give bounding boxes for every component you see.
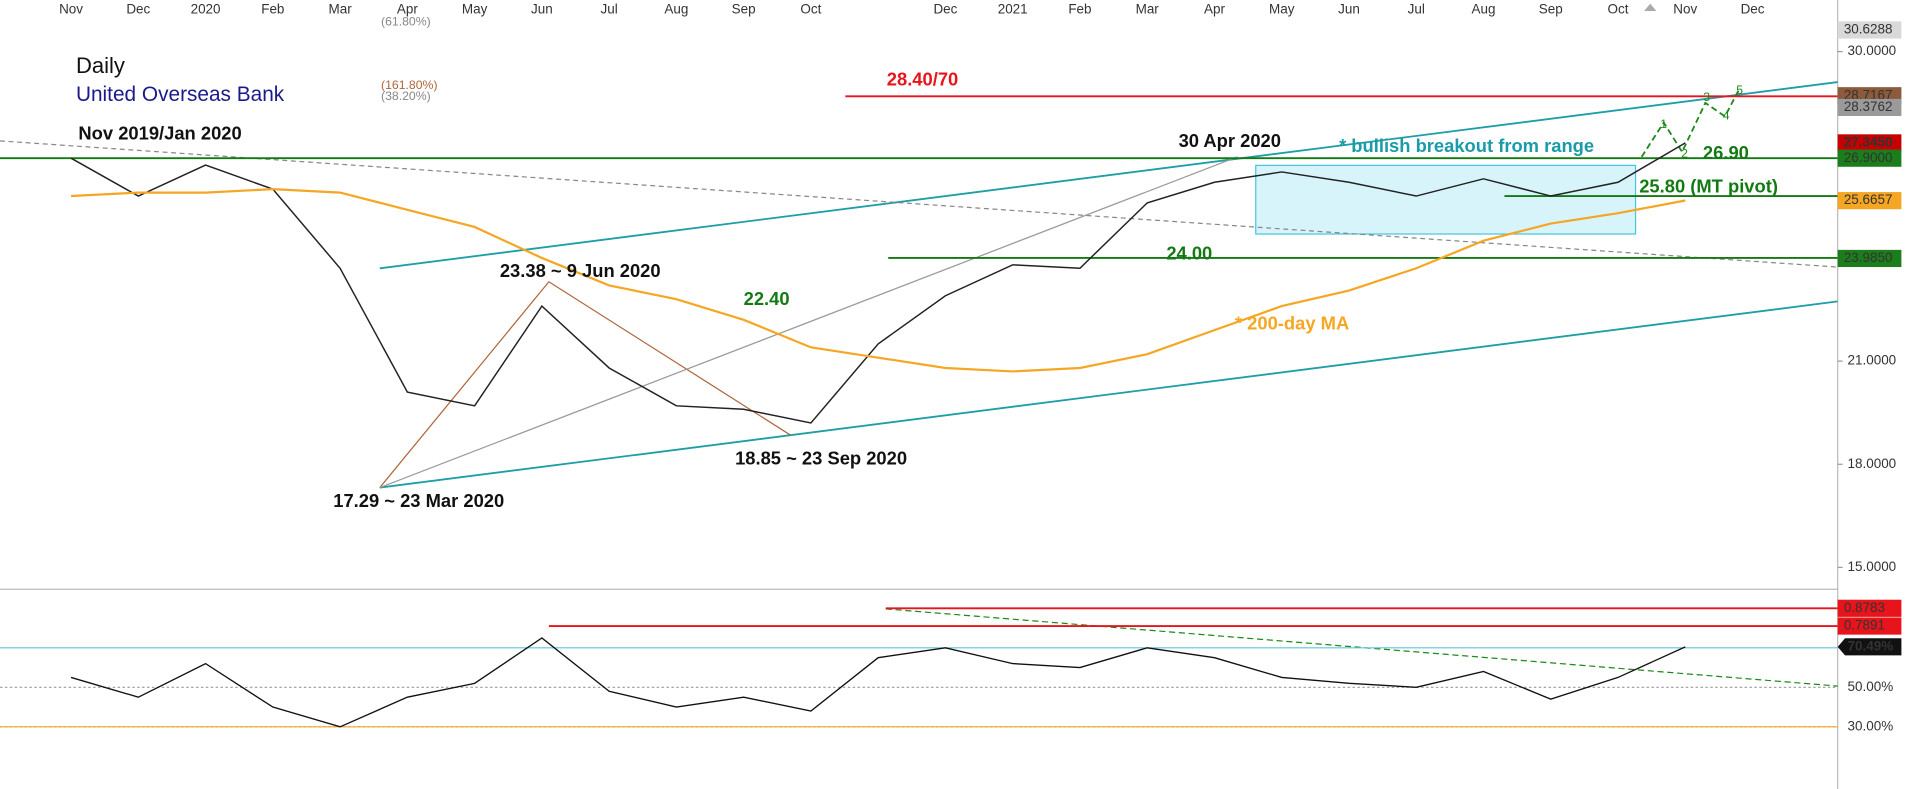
x-tick-label: Dec [1741, 1, 1765, 16]
x-tick-label: Aug [1472, 1, 1496, 16]
rsi-last-label: 70.49% [1847, 638, 1893, 653]
chart-subtitle: United Overseas Bank [76, 83, 285, 106]
wave-label: 2 [1681, 147, 1688, 161]
annotation: 30 Apr 2020 [1179, 130, 1281, 151]
wave-label: 5 [1736, 83, 1743, 97]
rsi-tag-label: 0.7891 [1844, 618, 1885, 633]
x-tick-label: Dec [933, 1, 957, 16]
rsi-line [70, 637, 1686, 728]
wave-label: 4 [1723, 109, 1730, 123]
x-tick-label: Feb [1068, 1, 1091, 16]
series-label: * 200-day MA [1235, 313, 1349, 334]
price-tag [1837, 21, 1902, 39]
range-box [1255, 164, 1637, 235]
x-tick-label: Sep [732, 1, 756, 16]
level-label: 24.00 [1166, 243, 1212, 264]
price-tag-label: 27.3450 [1844, 134, 1893, 149]
level-label: 25.80 (MT pivot) [1639, 175, 1778, 196]
annotation: Nov 2019/Jan 2020 [78, 123, 241, 144]
y-tick-label: 30.00% [1847, 718, 1893, 733]
price-tag-label: 28.7167 [1844, 87, 1893, 102]
y-tick-label: 30.0000 [1847, 43, 1896, 58]
price-tag-label: 25.6657 [1844, 192, 1893, 207]
x-tick-label: May [1269, 1, 1295, 16]
price-tag [1837, 249, 1902, 268]
price-line [70, 142, 1686, 424]
x-tick-label: Sep [1539, 1, 1563, 16]
y-tick-label: 21.0000 [1847, 353, 1896, 368]
x-tick-label: 2021 [998, 1, 1028, 16]
annotation: 18.85 ~ 23 Sep 2020 [735, 447, 907, 468]
price-tag [1837, 134, 1902, 152]
channel-upper [379, 81, 1838, 270]
x-tick-label: Mar [328, 1, 352, 16]
price-tag [1837, 98, 1902, 117]
annotation: 23.38 ~ 9 Jun 2020 [500, 260, 661, 281]
dashed-trendline [0, 140, 1838, 268]
wave-label: 3 [1703, 90, 1710, 104]
y-tick-label: 18.0000 [1847, 456, 1896, 471]
price-tag [1837, 192, 1902, 210]
x-tick-label: Feb [261, 1, 284, 16]
fib-label: (38.20%) [381, 89, 431, 103]
channel-lower [379, 300, 1838, 489]
x-tick-label: Dec [126, 1, 150, 16]
x-tick-label: Nov [1673, 1, 1697, 16]
fib-label: (161.80%) [381, 78, 438, 92]
price-tag-label: 23.9850 [1844, 250, 1893, 265]
rsi-tag-label: 0.8783 [1844, 600, 1885, 615]
price-tag-label: 28.3762 [1844, 99, 1893, 114]
y-tick-label: 50.00% [1847, 679, 1893, 694]
x-tick-label: Nov [59, 1, 83, 16]
rsi-tag [1837, 617, 1902, 635]
x-tick-label: Jul [1408, 1, 1425, 16]
y-tick-label: 15.0000 [1847, 559, 1896, 574]
chart-title: Daily [76, 53, 125, 78]
x-tick-label: Oct [800, 1, 821, 16]
rsi-tag [1837, 599, 1902, 617]
x-tick-label: Apr [397, 1, 418, 16]
x-tick-label: Oct [1608, 1, 1629, 16]
x-tick-label: Jun [531, 1, 553, 16]
x-tick-label: Jul [601, 1, 618, 16]
price-tag [1837, 149, 1902, 167]
annotation: 17.29 ~ 23 Mar 2020 [333, 490, 504, 511]
fib-label: (61.80%) [381, 14, 431, 28]
rsi-trendline [885, 608, 1838, 687]
level-label: 26.90 [1703, 142, 1749, 163]
price-tag-label: 26.9000 [1844, 150, 1893, 165]
swing-lines [379, 280, 791, 488]
x-tick-label: 2020 [191, 1, 221, 16]
x-tick-label: Jun [1338, 1, 1360, 16]
wave-label: 1 [1660, 117, 1667, 131]
swing-line [379, 156, 1238, 489]
x-tick-label: Aug [664, 1, 688, 16]
rsi-last-tag [1837, 638, 1902, 656]
ma-line [71, 188, 1686, 373]
wave-projection [1640, 87, 1741, 158]
x-tick-label: Apr [1204, 1, 1225, 16]
annotation: 22.40 [744, 288, 790, 309]
x-tick-label: May [462, 1, 488, 16]
x-tick-label: Mar [1136, 1, 1160, 16]
annotation: * bullish breakout from range [1339, 135, 1594, 156]
level-label: 28.40/70 [887, 69, 958, 90]
price-tag-label: 30.6288 [1844, 22, 1893, 37]
scroll-marker [1644, 3, 1657, 12]
